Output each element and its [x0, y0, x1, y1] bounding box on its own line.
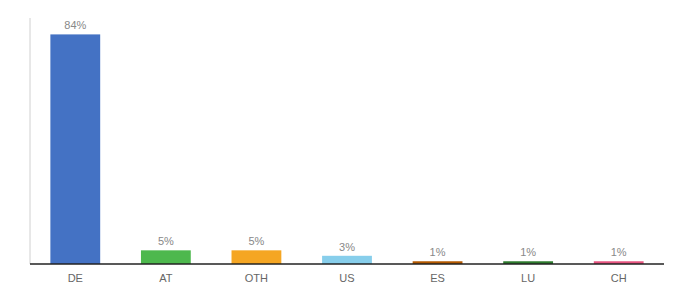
x-tick-label: CH: [611, 272, 627, 284]
x-tick-label: LU: [521, 272, 535, 284]
data-label: 1%: [430, 246, 446, 258]
x-tick-label: DE: [68, 272, 83, 284]
data-label: 1%: [520, 246, 536, 258]
chart: 84% 5% 5% 3% 1% 1% 1% DE AT OTH US ES LU CH: [0, 0, 680, 300]
data-label: 3%: [339, 241, 355, 253]
x-tick-label: AT: [159, 272, 173, 284]
data-label: 5%: [158, 235, 174, 247]
x-tick-label: US: [339, 272, 354, 284]
chart-container: 84% 5% 5% 3% 1% 1% 1% DE AT OTH US ES LU CH: [0, 0, 680, 300]
data-label: 5%: [248, 235, 264, 247]
data-label: 84%: [64, 19, 86, 31]
bar: [322, 256, 372, 264]
x-tick-label: OTH: [245, 272, 268, 284]
bar: [232, 250, 282, 264]
y-axis-line: [30, 18, 31, 264]
x-tick-label: ES: [430, 272, 445, 284]
x-axis-line: [30, 263, 664, 265]
data-labels: 84% 5% 5% 3% 1% 1% 1%: [64, 19, 627, 258]
x-tick-labels: DE AT OTH US ES LU CH: [68, 272, 627, 284]
bar: [50, 34, 100, 264]
bar: [141, 250, 191, 264]
data-label: 1%: [611, 246, 627, 258]
bars: [50, 34, 643, 264]
